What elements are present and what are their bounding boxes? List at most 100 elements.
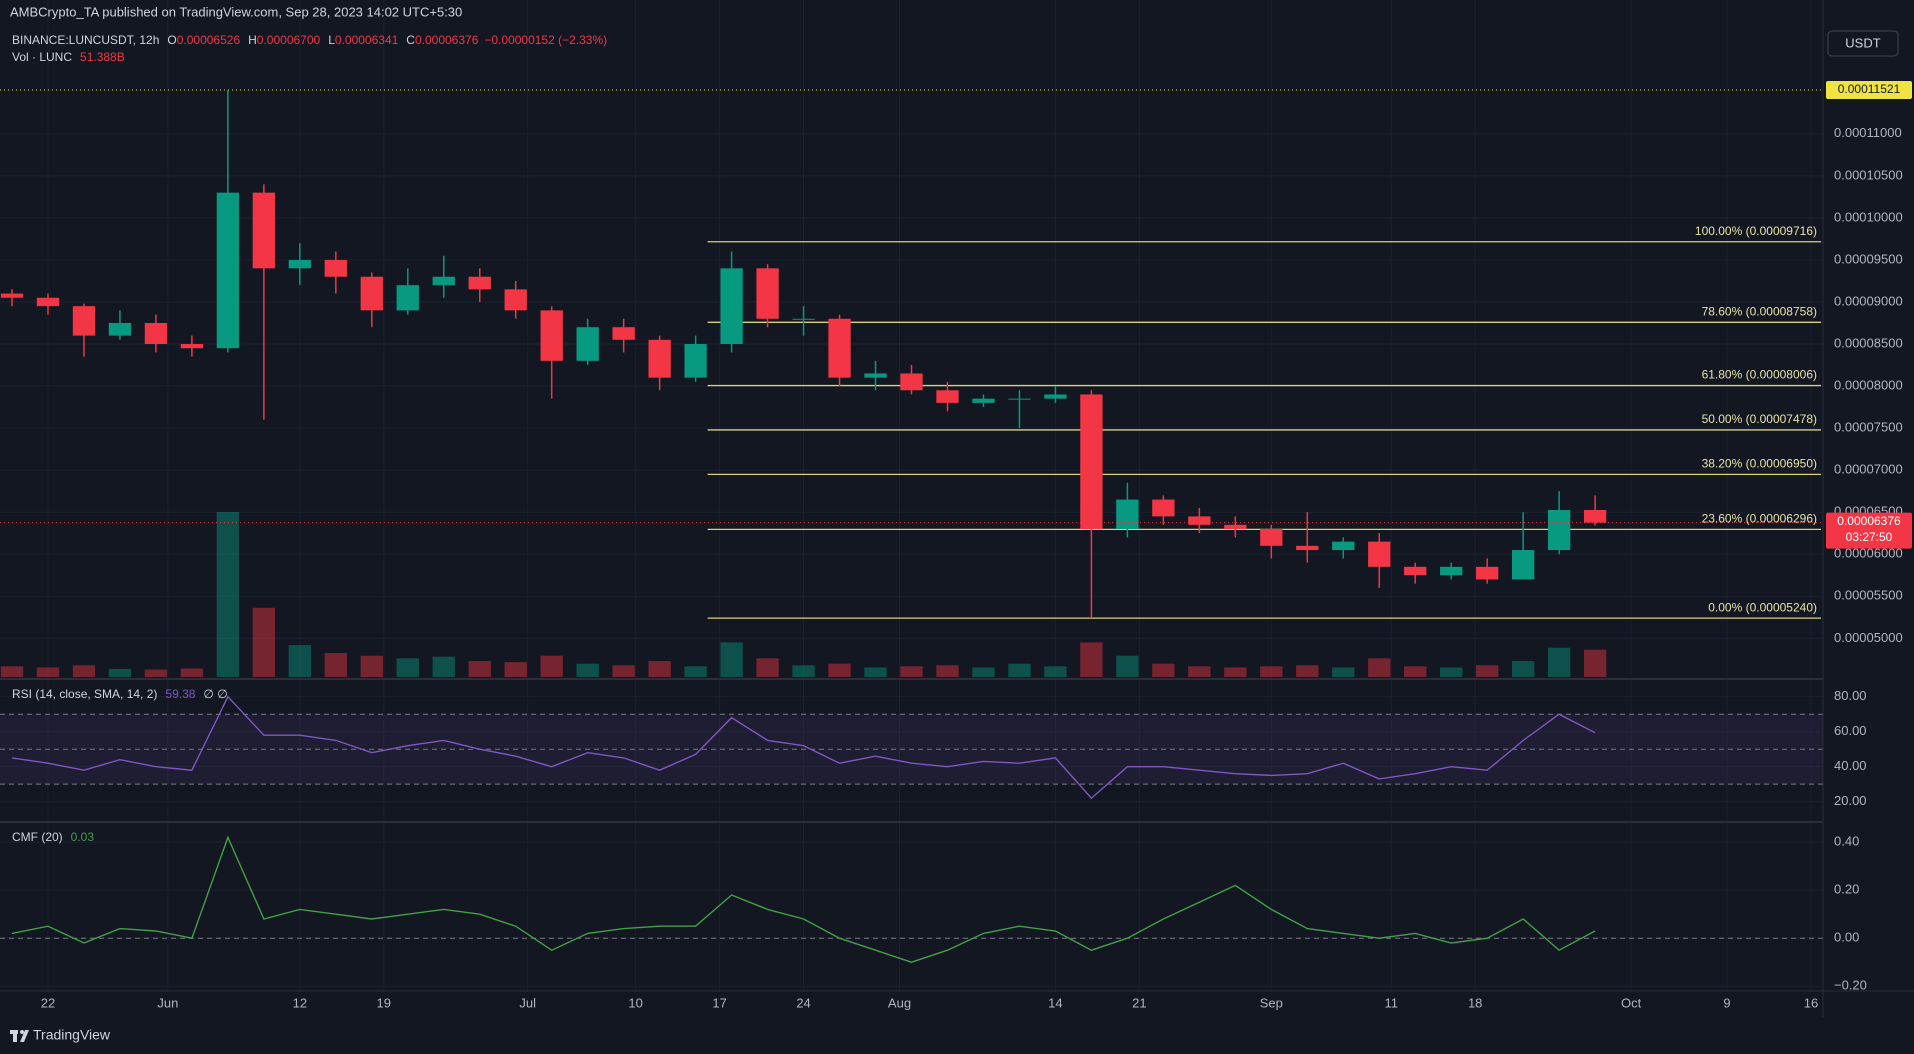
candle-body bbox=[1152, 499, 1175, 517]
candle-body bbox=[252, 192, 276, 269]
volume-bar bbox=[468, 661, 491, 677]
y-tick-label: 20.00 bbox=[1834, 793, 1867, 808]
candle-body bbox=[360, 276, 383, 311]
volume-bar bbox=[252, 607, 276, 677]
candle-body bbox=[864, 373, 887, 378]
candle-body bbox=[1332, 541, 1355, 551]
candle-body bbox=[0, 293, 24, 298]
candle-body bbox=[1547, 510, 1571, 551]
y-tick-label: 0.00 bbox=[1834, 930, 1859, 945]
volume-bar bbox=[216, 512, 240, 677]
volume-bar bbox=[1296, 665, 1319, 677]
candle-body bbox=[936, 390, 959, 403]
indicator-title: RSI (14, close, SMA, 14, 2) bbox=[12, 687, 157, 701]
currency-button-label[interactable]: USDT bbox=[1845, 35, 1880, 50]
candle-body bbox=[1583, 510, 1607, 523]
fib-level-label: 38.20% (0.00006950) bbox=[1702, 457, 1817, 471]
indicator-value: 59.38 bbox=[165, 687, 195, 701]
indicator-value: 0.03 bbox=[71, 830, 95, 844]
ohlc-value: 0.00006376 bbox=[415, 33, 479, 47]
ohlc-value: 0.00006526 bbox=[177, 33, 241, 47]
x-tick-label: 9 bbox=[1723, 995, 1730, 1010]
x-tick-label: 24 bbox=[796, 995, 810, 1010]
x-tick-label: 21 bbox=[1132, 995, 1146, 1010]
x-tick-label: 10 bbox=[628, 995, 642, 1010]
indicator-legend: CMF (20) 0.03 bbox=[12, 830, 94, 844]
symbol-legend: BINANCE:LUNCUSDT, 12h O0.00006526 H0.00006… bbox=[12, 33, 607, 47]
y-tick-label: 0.00007000 bbox=[1834, 462, 1903, 477]
candle-body bbox=[1116, 499, 1139, 530]
y-tick-label: 0.40 bbox=[1834, 834, 1859, 849]
volume-bar bbox=[1583, 649, 1607, 677]
volume-bar bbox=[1404, 666, 1427, 677]
candle-body bbox=[1224, 524, 1247, 530]
volume-bar bbox=[648, 661, 671, 677]
candle-body bbox=[1368, 541, 1391, 567]
candle-body bbox=[684, 344, 707, 378]
volume-bar bbox=[540, 655, 563, 677]
y-tick-label: 80.00 bbox=[1834, 688, 1867, 703]
y-tick-label: 0.00008500 bbox=[1834, 335, 1903, 350]
volume-bar bbox=[0, 666, 24, 677]
countdown: 03:27:50 bbox=[1846, 530, 1893, 544]
candle-body bbox=[432, 276, 455, 286]
candle-body bbox=[504, 289, 527, 311]
currency-button[interactable] bbox=[1827, 30, 1899, 57]
x-tick-label: 22 bbox=[41, 995, 55, 1010]
ohlc-value: 0.00006341 bbox=[335, 33, 399, 47]
volume-bar bbox=[792, 665, 815, 677]
candle-body bbox=[540, 310, 563, 361]
volume-bar bbox=[324, 653, 347, 677]
y-tick-label: −0.20 bbox=[1834, 978, 1867, 993]
candle-body bbox=[1260, 529, 1283, 546]
volume-bar bbox=[72, 665, 96, 677]
candle-body bbox=[648, 339, 671, 378]
ohlc-key: C bbox=[406, 33, 415, 47]
volume-bar bbox=[900, 666, 923, 677]
y-tick-label: 0.00010000 bbox=[1834, 209, 1903, 224]
volume-bar bbox=[864, 667, 887, 677]
y-tick-label: 60.00 bbox=[1834, 723, 1867, 738]
volume-bar bbox=[396, 658, 419, 677]
volume-bar bbox=[576, 663, 599, 677]
volume-bar bbox=[612, 665, 635, 677]
candle-body bbox=[1080, 394, 1103, 530]
x-tick-label: Jun bbox=[157, 995, 178, 1010]
candle-body bbox=[1404, 566, 1427, 576]
footer-brand: TradingView bbox=[33, 1027, 111, 1043]
volume-bar bbox=[936, 665, 959, 677]
x-tick-label: 14 bbox=[1048, 995, 1062, 1010]
volume-bar bbox=[504, 662, 527, 677]
candle-body bbox=[720, 268, 743, 345]
candle-body bbox=[576, 327, 599, 361]
volume-bar bbox=[756, 658, 779, 677]
y-tick-label: 0.00007500 bbox=[1834, 420, 1903, 435]
high-label-box bbox=[1826, 80, 1912, 99]
volume-value: 51.388B bbox=[80, 50, 125, 64]
volume-bar bbox=[1512, 661, 1535, 677]
candle-body bbox=[1188, 516, 1211, 525]
x-tick-label: Sep bbox=[1260, 995, 1283, 1010]
x-tick-label: 18 bbox=[1468, 995, 1482, 1010]
candle-body bbox=[108, 322, 132, 336]
indicator-legend: RSI (14, close, SMA, 14, 2) 59.38 ∅ ∅ bbox=[12, 687, 228, 701]
last-price-box bbox=[1826, 512, 1912, 549]
volume-bar bbox=[288, 645, 311, 677]
volume-bar bbox=[144, 669, 168, 677]
volume-bar bbox=[684, 666, 707, 677]
high-label: 0.00011521 bbox=[1838, 82, 1901, 96]
published-note: AMBCrypto_TA published on TradingView.co… bbox=[10, 4, 462, 19]
volume-bar bbox=[1260, 666, 1283, 677]
volume-bar bbox=[1440, 667, 1463, 677]
candle-body bbox=[792, 318, 815, 320]
y-tick-label: 0.00009000 bbox=[1834, 293, 1903, 308]
fib-level-label: 78.60% (0.00008758) bbox=[1702, 304, 1817, 318]
candle-body bbox=[216, 192, 240, 349]
volume-bar bbox=[1332, 667, 1355, 677]
fib-level-label: 50.00% (0.00007478) bbox=[1702, 412, 1817, 426]
x-tick-label: Oct bbox=[1621, 995, 1642, 1010]
candle-body bbox=[144, 322, 168, 345]
candle-body bbox=[828, 318, 851, 378]
